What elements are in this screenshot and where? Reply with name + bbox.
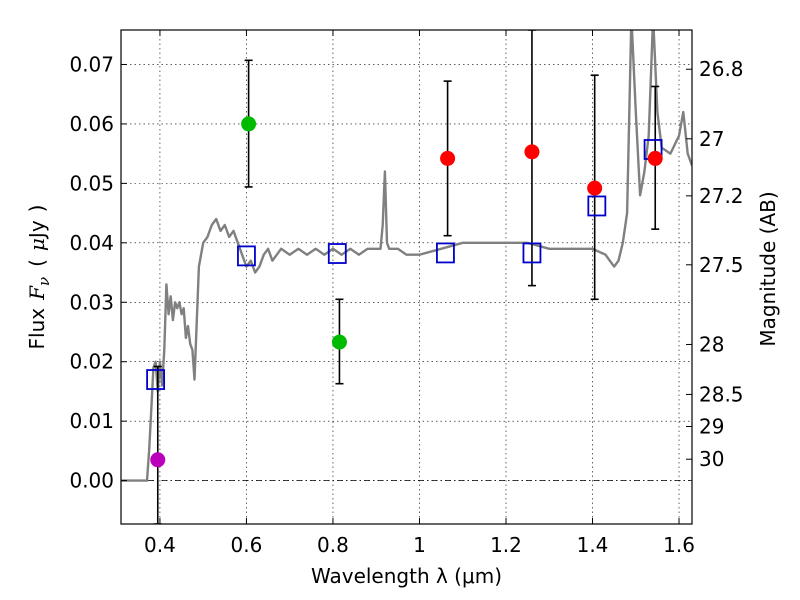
observed-flux-point xyxy=(331,334,347,350)
x-tick-label: 1.6 xyxy=(663,533,695,557)
data-markers xyxy=(146,116,663,468)
model-flux-square xyxy=(587,195,607,217)
model-flux-square xyxy=(237,245,256,267)
observed-flux-point xyxy=(587,180,603,196)
x-tick-label: 1.2 xyxy=(490,533,522,557)
observed-flux-point xyxy=(241,116,257,132)
y-tick-label: 0.00 xyxy=(69,469,114,493)
y-axis-title: Flux Fν ( μJy) xyxy=(25,205,53,350)
spectrum-line xyxy=(121,30,692,482)
y-axis-title-mu: μ xyxy=(25,238,49,251)
x-tick-label: 0.6 xyxy=(231,533,263,557)
y-axis-title-symbol: F xyxy=(25,285,49,301)
model-flux-square xyxy=(327,243,347,264)
y-axis-title-unit: Jy xyxy=(25,220,49,240)
y-axis-title-close: ) xyxy=(25,205,49,213)
y-tick-label: 0.04 xyxy=(69,231,114,255)
y-tick-label: 0.03 xyxy=(69,290,114,314)
observed-flux-point xyxy=(150,452,166,468)
x-tick-label: 0.8 xyxy=(317,533,349,557)
y-tick-label: 0.07 xyxy=(69,52,114,76)
y2-tick-label: 27.2 xyxy=(699,184,744,208)
observed-flux-point xyxy=(524,144,540,160)
y2-tick-label: 30 xyxy=(699,447,724,471)
y-axis-title-prefix: Flux xyxy=(25,308,49,350)
observed-flux-point xyxy=(647,150,663,166)
y-tick-label: 0.01 xyxy=(69,409,114,433)
y2-tick-label: 27 xyxy=(699,127,724,151)
y-tick-label: 0.06 xyxy=(69,112,114,136)
x-tick-label: 1.4 xyxy=(577,533,609,557)
model-flux-square xyxy=(522,242,542,264)
x-tick-label: 1 xyxy=(413,533,426,557)
model-flux-square xyxy=(146,369,166,390)
y2-tick-label: 27.5 xyxy=(699,253,744,277)
plot-frame xyxy=(120,29,693,525)
y2-tick-label: 28.5 xyxy=(699,382,744,406)
observed-flux-point xyxy=(440,150,456,166)
y2-tick-label: 29 xyxy=(699,415,724,439)
plot-area xyxy=(121,30,692,482)
x-axis-title: Wavelength λ (μm) xyxy=(311,564,502,588)
axis-ticks: 0.4 0.6 0.8 1 1.2 1.4 1.6 0.00 0.01 0.02 0.03 0.04 0… xyxy=(69,30,744,557)
y-tick-label: 0.05 xyxy=(69,171,114,195)
y2-tick-label: 26.8 xyxy=(699,57,744,81)
model-flux-square xyxy=(436,242,455,264)
y-tick-label: 0.02 xyxy=(69,350,114,374)
y-axis-title-open: ( xyxy=(25,259,49,267)
y-axis-title-subscript: ν xyxy=(35,277,53,286)
y2-axis-title: Magnitude (AB) xyxy=(756,191,780,346)
x-tick-label: 0.4 xyxy=(144,533,176,557)
y2-tick-label: 28 xyxy=(699,332,724,356)
